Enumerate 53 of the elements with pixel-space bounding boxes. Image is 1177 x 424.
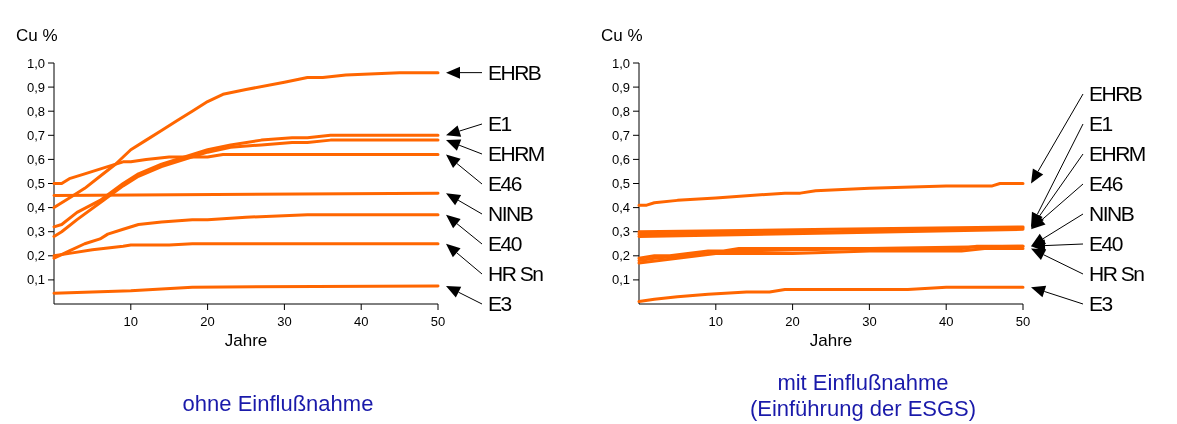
y-tick-label: 0,2 bbox=[611, 248, 630, 264]
y-tick-label: 0,7 bbox=[26, 127, 45, 143]
text: HR Sn bbox=[488, 262, 544, 286]
x-tick-label: 30 bbox=[862, 314, 877, 329]
y-tick-label: 0,5 bbox=[26, 176, 45, 192]
x-axis-title: Jahre bbox=[224, 331, 268, 350]
x-tick-label: 10 bbox=[123, 314, 139, 329]
x-tick-label: 20 bbox=[785, 314, 800, 329]
text: (Einführung der ESGS) bbox=[749, 396, 977, 421]
y-axis-title: Cu % bbox=[601, 26, 643, 45]
y-tick-label: 0,3 bbox=[611, 224, 630, 240]
x-tick-label: 50 bbox=[1015, 314, 1031, 329]
y-tick-label: 0,9 bbox=[611, 79, 630, 95]
y-tick-label: 0,3 bbox=[26, 224, 45, 240]
text: mit Einflußnahme bbox=[777, 370, 949, 395]
y-tick-label: 0,9 bbox=[26, 79, 45, 95]
x-tick-label: 30 bbox=[277, 314, 292, 329]
text: ohne Einflußnahme bbox=[182, 391, 374, 416]
text: E1 bbox=[1089, 112, 1113, 136]
text: E3 bbox=[488, 292, 512, 316]
x-tick-label: 20 bbox=[200, 314, 215, 329]
y-tick-label: 0,1 bbox=[26, 272, 45, 288]
y-tick-label: 0,8 bbox=[611, 103, 630, 119]
text: E40 bbox=[1089, 232, 1123, 256]
text: EHRB bbox=[488, 60, 541, 84]
text: EHRB bbox=[1089, 82, 1142, 106]
text: NINB bbox=[1089, 202, 1134, 226]
x-tick-label: 50 bbox=[430, 314, 446, 329]
text: HR Sn bbox=[1089, 262, 1145, 286]
x-tick-label: 40 bbox=[353, 314, 369, 329]
x-tick-label: 40 bbox=[938, 314, 954, 329]
y-axis-title: Cu % bbox=[16, 26, 58, 45]
y-tick-label: 0,7 bbox=[611, 127, 630, 143]
y-tick-label: 0,4 bbox=[611, 200, 630, 216]
y-tick-label: 1,0 bbox=[611, 55, 630, 71]
text: NINB bbox=[488, 202, 533, 226]
x-axis-title: Jahre bbox=[809, 331, 853, 350]
text: E3 bbox=[1089, 292, 1113, 316]
text: E1 bbox=[488, 112, 512, 136]
y-tick-label: 0,5 bbox=[611, 176, 630, 192]
text: E46 bbox=[488, 172, 522, 196]
x-tick-label: 10 bbox=[708, 314, 724, 329]
y-tick-label: 0,2 bbox=[26, 248, 45, 264]
text: E46 bbox=[1089, 172, 1123, 196]
text: E40 bbox=[488, 232, 522, 256]
y-tick-label: 1,0 bbox=[26, 55, 45, 71]
y-tick-label: 0,1 bbox=[611, 272, 630, 288]
text: EHRM bbox=[1089, 142, 1145, 166]
text: EHRM bbox=[488, 142, 544, 166]
y-tick-label: 0,8 bbox=[26, 103, 45, 119]
y-tick-label: 0,6 bbox=[26, 151, 45, 167]
y-tick-label: 0,6 bbox=[611, 151, 630, 167]
y-tick-label: 0,4 bbox=[26, 200, 45, 216]
